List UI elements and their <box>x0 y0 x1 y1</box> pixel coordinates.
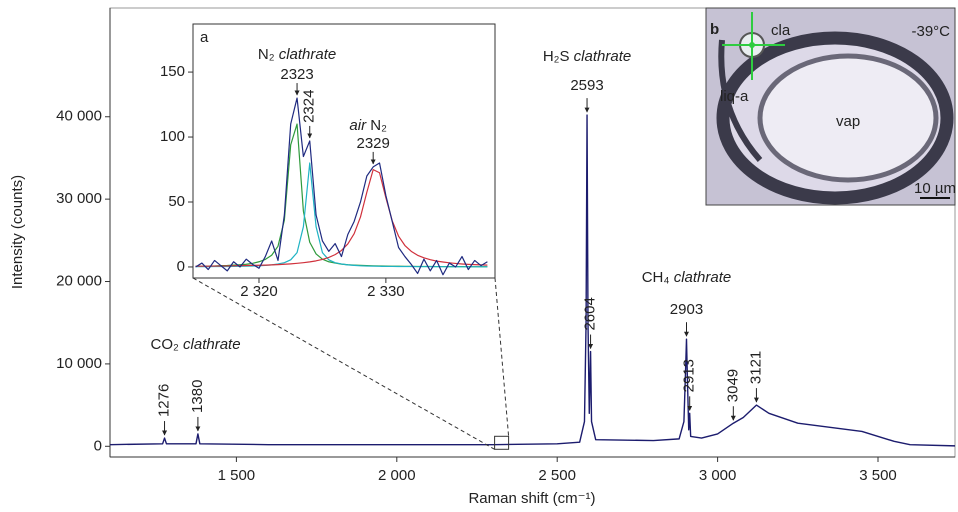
peak-label: 2324 <box>301 90 318 123</box>
group-name: clathrate <box>574 48 632 65</box>
x-axis-title: Raman shift (cm⁻¹) <box>468 490 595 507</box>
group-formula: CO₂ <box>151 336 180 353</box>
zoom-line <box>192 277 495 450</box>
photo-temperature: -39°C <box>911 23 950 40</box>
group-formula: N₂ <box>370 117 387 134</box>
series-line <box>109 114 956 447</box>
series-line <box>195 97 488 276</box>
x-tick-label: 2 330 <box>367 283 405 300</box>
y-tick-label: 30 000 <box>56 190 102 207</box>
photo-label: cla <box>771 22 791 39</box>
peak-label: 2903 <box>670 301 703 318</box>
group-label: H₂S clathrate <box>543 48 631 65</box>
x-tick-label: 3 500 <box>859 467 897 484</box>
series-line <box>195 169 488 267</box>
y-tick-label: 40 000 <box>56 108 102 125</box>
peak-label: 2593 <box>570 77 603 94</box>
y-tick-label: 50 <box>168 193 185 210</box>
group-name: clathrate <box>674 269 732 286</box>
y-tick-label: 100 <box>160 128 185 145</box>
photo-label: vap <box>836 113 860 130</box>
x-tick-label: 2 320 <box>240 283 278 300</box>
peak-label: 2604 <box>582 297 599 330</box>
peak-label: 1276 <box>156 384 173 417</box>
y-tick-label: 150 <box>160 63 185 80</box>
group-label: air N₂ <box>349 117 387 134</box>
y-tick-label: 0 <box>177 258 185 275</box>
x-tick-label: 2 000 <box>378 467 416 484</box>
group-label: N₂ clathrate <box>258 46 336 63</box>
zoom-line <box>494 277 510 437</box>
group-formula: CH₄ <box>642 269 670 286</box>
vapour-bubble <box>757 53 939 183</box>
x-tick-label: 1 500 <box>218 467 256 484</box>
peak-label: 2323 <box>280 66 313 83</box>
panel-label: a <box>200 29 209 46</box>
group-name: clathrate <box>279 46 337 63</box>
peak-label: 2329 <box>356 135 389 152</box>
photo-inset: b cla -39°C liq-a vap 10 µm <box>705 7 956 206</box>
crosshair-center <box>749 42 755 48</box>
peak-label: 2913 <box>681 359 698 392</box>
x-tick-label: 3 000 <box>699 467 737 484</box>
y-tick-label: 20 000 <box>56 272 102 289</box>
peak-label: 3121 <box>747 351 764 384</box>
group-label: CO₂ clathrate <box>151 336 241 353</box>
peak-label: 3049 <box>724 369 741 402</box>
group-formula: H₂S <box>543 48 570 65</box>
group-formula: N₂ <box>258 46 275 63</box>
y-tick-label: 0 <box>94 437 102 454</box>
panel-label: b <box>710 21 719 38</box>
y-tick-label: 10 000 <box>56 355 102 372</box>
peak-label: 1380 <box>189 380 206 413</box>
x-tick-label: 2 500 <box>538 467 576 484</box>
zoom-box <box>494 435 510 450</box>
y-axis-title: Intensity (counts) <box>9 175 26 289</box>
group-name: clathrate <box>183 336 241 353</box>
inclusion-edge <box>718 39 763 162</box>
photo-label: liq-a <box>720 88 749 105</box>
scale-bar-label: 10 µm <box>914 180 956 197</box>
group-label: CH₄ clathrate <box>642 269 732 286</box>
plot-frame <box>192 23 496 279</box>
group-name: air <box>349 117 367 134</box>
